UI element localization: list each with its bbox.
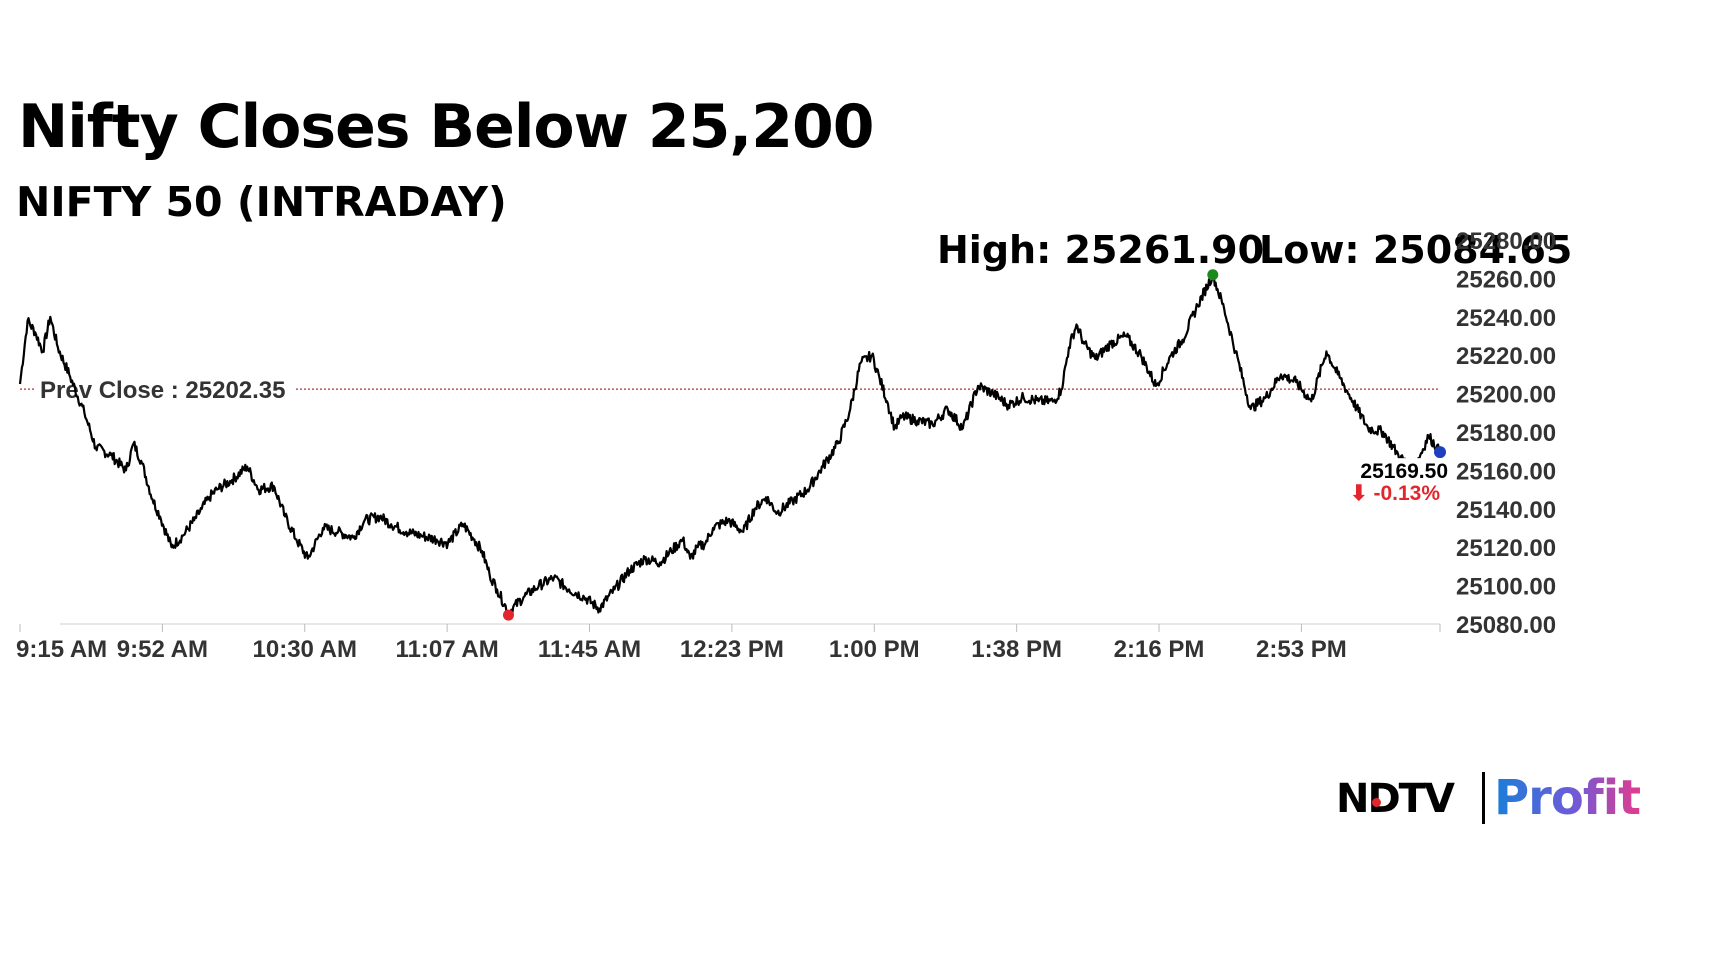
x-tick-label: 2:53 PM	[1256, 636, 1347, 663]
y-tick-label: 25200.00	[1456, 382, 1556, 409]
y-tick-label: 25160.00	[1456, 458, 1556, 485]
y-tick-label: 25180.00	[1456, 420, 1556, 447]
prev-close-layer: Prev Close : 25202.35	[20, 372, 1440, 405]
x-tick-label: 9:52 AM	[117, 636, 208, 663]
y-tick-label: 25240.00	[1456, 305, 1556, 332]
x-tick-label: 11:45 AM	[538, 636, 641, 663]
prev-close-label: Prev Close : 25202.35	[40, 377, 286, 404]
high-value: High: 25261.90	[937, 228, 1265, 272]
logo-divider	[1482, 772, 1485, 824]
y-tick-label: 25100.00	[1456, 574, 1556, 601]
logo-product-text: Profit	[1494, 770, 1641, 826]
x-tick-label: 1:38 PM	[971, 636, 1062, 663]
change-label: ⬇ -0.13%	[1350, 482, 1440, 505]
last-marker	[1434, 446, 1446, 459]
page-title: Nifty Closes Below 25,200	[18, 92, 874, 162]
marker-layer: 25169.50⬇ -0.13%	[502, 269, 1452, 621]
x-tick-label: 12:23 PM	[680, 636, 784, 663]
axis-layer: 25080.00 25100.00 25120.00 25140.00 25160.00…	[16, 228, 1556, 663]
x-tick-label: 11:07 AM	[396, 636, 499, 663]
y-tick-label: 25280.00	[1456, 228, 1556, 255]
y-tick-label: 25220.00	[1456, 343, 1556, 370]
intraday-price-line	[18, 272, 1441, 616]
low-marker	[502, 609, 514, 621]
last-value-label: 25169.50	[1360, 460, 1448, 483]
y-tick-label: 25080.00	[1456, 612, 1556, 639]
series-layer	[18, 272, 1441, 616]
y-tick-label: 25120.00	[1456, 535, 1556, 562]
x-tick-label: 9:15 AM	[16, 636, 107, 663]
chart-subtitle: NIFTY 50 (INTRADAY)	[16, 178, 507, 226]
x-tick-label: 10:30 AM	[253, 636, 357, 663]
y-tick-label: 25140.00	[1456, 497, 1556, 524]
high-marker	[1207, 269, 1219, 281]
logo-dot-icon	[1372, 798, 1381, 807]
x-tick-label: 1:00 PM	[829, 636, 920, 663]
y-tick-label: 25260.00	[1456, 266, 1556, 293]
x-tick-label: 2:16 PM	[1114, 636, 1205, 663]
low-value: Low: 25084.65	[1259, 228, 1573, 272]
last-value-bg	[1360, 458, 1452, 485]
logo-brand-text: NDTV	[1336, 776, 1455, 822]
